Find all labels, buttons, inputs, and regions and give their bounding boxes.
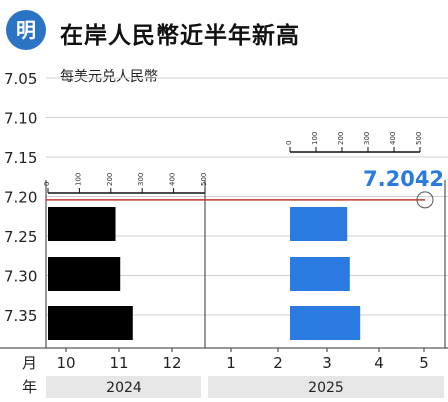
chart-header: 明 在岸人民幣近半年新高 [0,0,448,60]
bar [48,257,121,291]
scale-tick-label: 100 [311,132,319,145]
scale-tick-label: 400 [389,132,397,145]
year-band [46,376,201,398]
year-band [208,376,444,398]
x-tick-label: 5 [419,354,429,372]
x-axis-year-title: 年 [22,378,37,396]
scale-tick-label: 200 [337,132,345,145]
current-value-marker [416,191,434,209]
x-tick-label: 11 [109,354,128,372]
scale-tick-label: 200 [106,173,114,186]
scale-tick-label: 100 [74,173,82,186]
x-tick-label: 1 [226,354,236,372]
chart-subtitle: 每美元兑人民幣 [60,69,158,85]
bar [48,306,133,340]
bar [290,306,361,340]
x-tick-label: 3 [322,354,332,372]
scale-tick-label: 400 [169,173,177,186]
scale-tick-label: 500 [415,132,423,145]
chart-title: 在岸人民幣近半年新高 [60,22,300,49]
logo-text: 明 [16,18,36,42]
scale-tick-label: 300 [363,132,371,145]
y-tick-label: 7.30 [4,268,37,286]
x-tick-label: 4 [374,354,384,372]
current-value-label: 7.2042 [363,167,444,191]
x-tick-label: 10 [56,354,75,372]
publisher-logo: 明 [6,10,46,50]
y-tick-label: 7.35 [4,307,37,325]
scale-tick-label: 300 [137,173,145,186]
y-tick-label: 7.25 [4,228,37,246]
x-axis-month-title: 月 [22,354,37,372]
x-tick-label: 2 [273,354,283,372]
y-tick-label: 7.10 [4,110,37,128]
y-tick-label: 7.15 [4,149,37,167]
year-label: 2024 [106,380,142,396]
x-tick-label: 12 [162,354,181,372]
bar [290,257,350,291]
scale-tick-label: 0 [285,141,293,145]
y-tick-label: 7.05 [4,70,37,88]
bar [48,207,116,241]
bar [290,207,348,241]
scale-tick-label: 500 [200,173,208,186]
y-tick-label: 7.20 [4,189,37,207]
year-label: 2025 [308,380,344,396]
scale-tick-label: 0 [43,182,51,186]
